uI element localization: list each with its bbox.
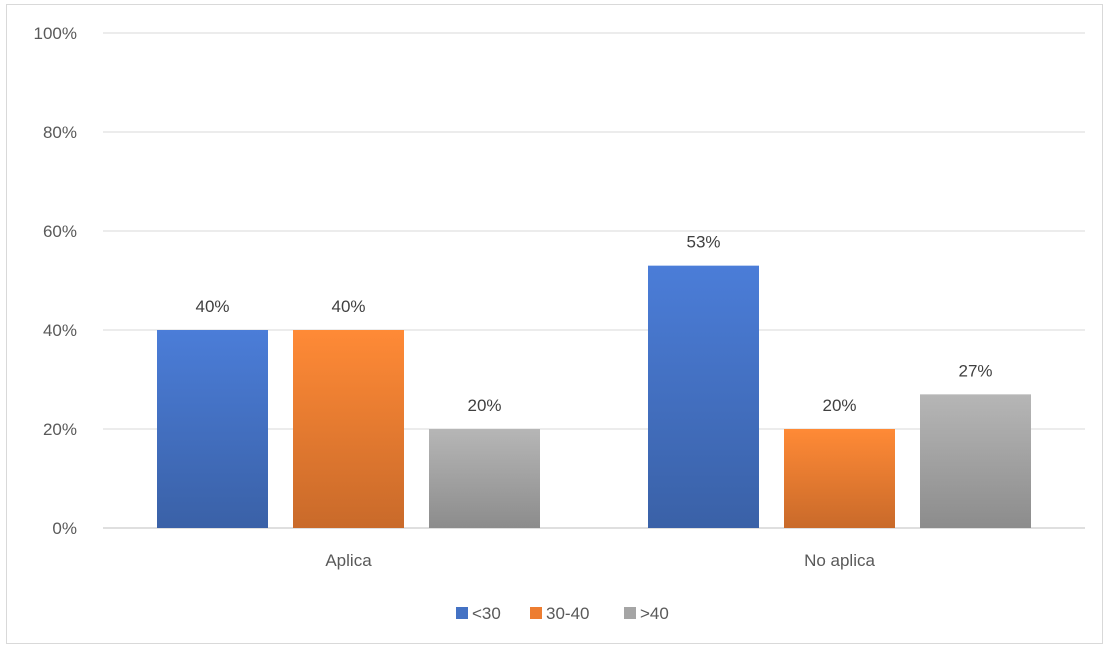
category-labels: Aplica No aplica [325,551,875,570]
legend-label: 30-40 [546,604,589,623]
bar-<30-Aplica [157,330,268,528]
data-label: 27% [958,361,992,380]
legend-swatch [624,607,636,619]
data-label: 40% [195,297,229,316]
bars [157,265,1031,528]
y-tick-label: 60% [43,222,77,241]
y-tick-label: 40% [43,321,77,340]
legend: <30 30-40 >40 [456,604,669,623]
bar-<30-No aplica [648,265,759,528]
bar-30-40-Aplica [293,330,404,528]
bar->40-Aplica [429,429,540,528]
y-tick-label: 80% [43,123,77,142]
data-label: 20% [467,396,501,415]
category-label: Aplica [325,551,372,570]
data-labels: 40% 40% 20% 53% 20% 27% [195,233,992,415]
data-label: 40% [331,297,365,316]
data-label: 20% [822,396,856,415]
legend-swatch [456,607,468,619]
bar->40-No aplica [920,394,1031,528]
legend-label: <30 [472,604,501,623]
legend-swatch [530,607,542,619]
y-tick-label: 20% [43,420,77,439]
data-label: 53% [686,233,720,252]
category-label: No aplica [804,551,875,570]
legend-label: >40 [640,604,669,623]
y-tick-label: 100% [34,24,77,43]
bar-30-40-No aplica [784,429,895,528]
chart-frame [6,4,1103,644]
y-tick-label: 0% [52,519,77,538]
y-axis-ticks: 0% 20% 40% 60% 80% 100% [34,24,77,538]
